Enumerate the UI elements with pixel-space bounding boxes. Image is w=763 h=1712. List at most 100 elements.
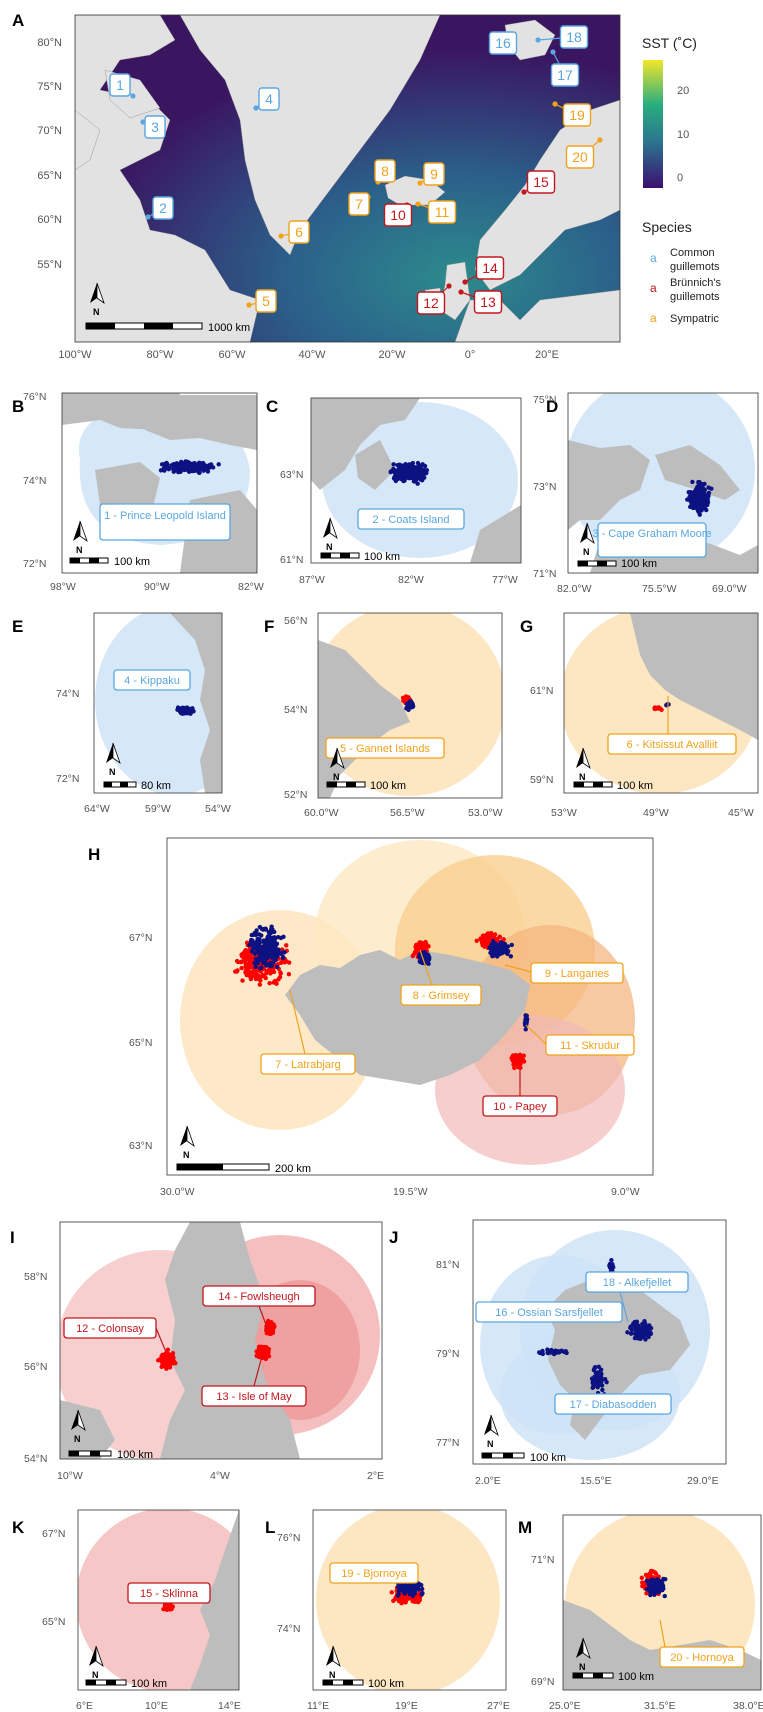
site-point xyxy=(535,37,541,43)
location-point xyxy=(280,955,286,961)
location-point xyxy=(591,1382,596,1387)
location-point xyxy=(397,1583,402,1589)
location-point xyxy=(599,1382,604,1388)
lat-tick: 73°N xyxy=(533,481,556,493)
lon-tick: 30.0°W xyxy=(160,1186,195,1198)
location-point xyxy=(474,938,479,943)
site-label: 8 - Grimsey xyxy=(413,990,470,1002)
panel-g: G 61°N 59°N 53°W 49°W 45°W 6 - Kitsissut… xyxy=(520,612,759,819)
lon-tick: 53°W xyxy=(551,807,577,819)
site-label: 17 - Diabasodden xyxy=(570,1399,657,1411)
sst-tick: 0 xyxy=(677,172,683,184)
lon-tick: 6°E xyxy=(76,1700,93,1712)
location-point xyxy=(600,1387,605,1393)
site-label-box xyxy=(99,503,231,541)
location-point xyxy=(260,927,266,932)
location-point xyxy=(248,976,254,982)
site-number-box xyxy=(565,145,595,169)
site-point xyxy=(145,214,151,220)
site-label: 5 - Gannet Islands xyxy=(340,743,430,755)
location-point xyxy=(196,470,202,475)
location-point xyxy=(276,947,281,952)
location-point xyxy=(250,973,256,978)
location-point xyxy=(265,935,270,940)
panel-label: M xyxy=(518,1518,532,1537)
lon-axis: 100°W 80°W 60°W 40°W 20°W 0° 20°E xyxy=(58,349,559,361)
location-point xyxy=(521,1053,526,1058)
site-label-box xyxy=(113,669,191,691)
scalebar-label: 100 km xyxy=(131,1678,167,1690)
lon-tick: 82.0°W xyxy=(557,583,592,595)
location-point xyxy=(419,1586,425,1592)
location-point xyxy=(263,960,268,965)
location-point xyxy=(559,1348,565,1353)
location-point xyxy=(706,490,712,496)
site-point xyxy=(597,137,603,143)
site-label: 9 - Langanes xyxy=(545,968,610,980)
location-point xyxy=(258,966,263,971)
location-point xyxy=(187,709,192,714)
panel-b: B 76°N 74°N 72°N 98°W 90°W 82°W 1 - Prin… xyxy=(12,391,264,593)
site-point xyxy=(130,93,136,99)
location-point xyxy=(410,1598,415,1604)
land xyxy=(311,398,420,490)
sst-tick: 20 xyxy=(677,85,689,97)
scalebar-label: 100 km xyxy=(618,1671,654,1683)
lat-tick: 65°N xyxy=(129,1037,152,1049)
panel-l: L 76°N 74°N 11°E 19°E 27°E 19 - Bjornoya… xyxy=(265,1509,510,1712)
site-number-box xyxy=(559,25,589,49)
panel-label: D xyxy=(546,397,558,416)
location-point xyxy=(284,943,289,948)
site-label: 13 - Isle of May xyxy=(216,1391,292,1403)
land-iceland xyxy=(285,950,530,1085)
panel-c: C 63°N 61°N 87°W 82°W 77°W 2 - Coats Isl… xyxy=(266,397,522,586)
site-label-box xyxy=(554,1393,672,1415)
legend-label-line: guillemots xyxy=(670,261,720,273)
location-point xyxy=(411,466,416,471)
lon-tick: 2°E xyxy=(367,1470,384,1482)
location-point xyxy=(259,1344,265,1350)
lon-tick: 82°W xyxy=(238,581,264,593)
location-point xyxy=(278,970,283,975)
panel-k: K 67°N 65°N 6°E 10°E 14°E 15 - Sklinna 1… xyxy=(12,1509,241,1712)
location-point xyxy=(422,463,428,469)
location-point xyxy=(694,506,700,511)
location-point xyxy=(513,1053,518,1058)
site-label: 10 - Papey xyxy=(493,1101,547,1113)
panel-j: J 81°N 79°N 77°N 2.0°E 15.5°E 29.0°E 16 … xyxy=(389,1219,727,1487)
location-point xyxy=(156,1358,161,1363)
location-point xyxy=(592,1365,597,1370)
location-point xyxy=(521,1059,527,1064)
lon-tick: 69.0°W xyxy=(712,583,747,595)
site-label-box xyxy=(325,737,445,759)
site-number: 16 xyxy=(495,35,511,51)
location-point xyxy=(259,1351,264,1356)
scalebar-label: 100 km xyxy=(530,1452,566,1464)
lon-tick: 20°W xyxy=(378,349,406,361)
scalebar-label: 100 km xyxy=(114,556,150,568)
location-point xyxy=(409,462,414,467)
location-point xyxy=(524,1013,529,1018)
land-island xyxy=(75,109,101,171)
lon-tick: 25.0°E xyxy=(549,1700,581,1712)
lat-tick: 61°N xyxy=(280,554,303,566)
location-point xyxy=(200,465,206,471)
location-point xyxy=(480,942,486,948)
scalebar-label: 100 km xyxy=(621,558,657,570)
land-ireland xyxy=(60,1400,115,1459)
site-number-box xyxy=(550,63,580,87)
location-point xyxy=(249,948,255,954)
site-number: 3 xyxy=(151,119,159,135)
site-number-box xyxy=(255,289,277,313)
location-point xyxy=(419,1592,424,1597)
location-point xyxy=(701,495,706,501)
lon-tick: 15.5°E xyxy=(580,1475,612,1487)
location-point xyxy=(389,1590,394,1595)
site-label-box xyxy=(260,1053,356,1075)
location-point xyxy=(408,475,414,480)
panel-label: B xyxy=(12,397,24,416)
location-point xyxy=(395,462,400,468)
location-point xyxy=(649,1577,655,1582)
land xyxy=(190,1510,239,1690)
site-label: 6 - Kitsissut Avalliit xyxy=(627,739,718,751)
